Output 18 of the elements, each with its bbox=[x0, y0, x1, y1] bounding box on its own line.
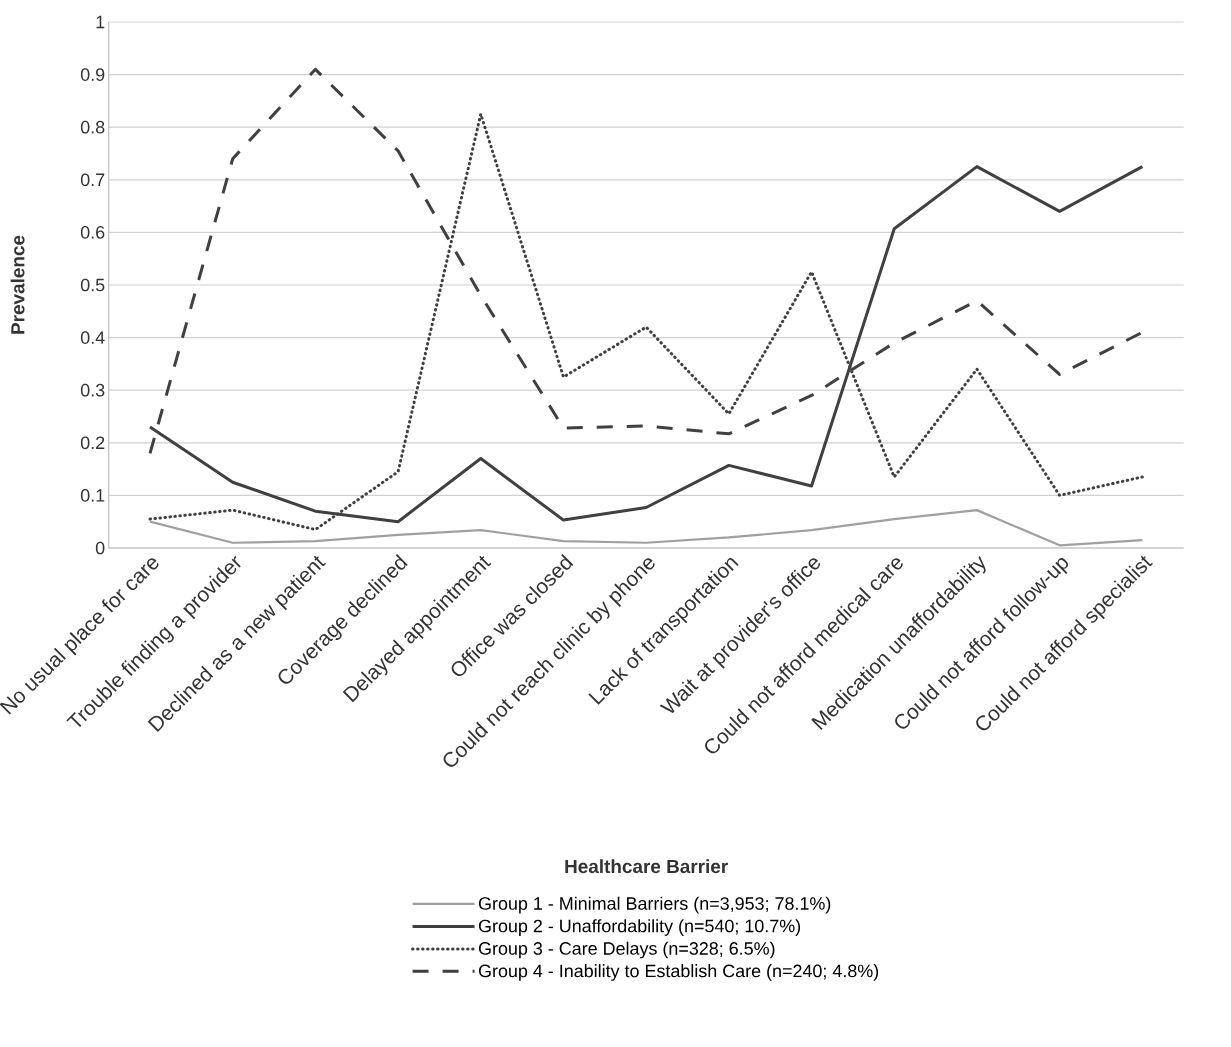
y-tick-label: 0.7 bbox=[80, 173, 105, 187]
legend-label: Group 3 - Care Delays (n=328; 6.5%) bbox=[478, 941, 775, 959]
y-tick-label: 0.5 bbox=[80, 278, 105, 292]
y-tick-label: 0.4 bbox=[80, 331, 105, 344]
y-axis-title: Prevalence bbox=[10, 235, 25, 334]
y-tick-label: 0 bbox=[95, 541, 105, 555]
x-axis-title: Healthcare Barrier bbox=[565, 859, 728, 874]
y-tick-label: 0.1 bbox=[80, 489, 105, 502]
y-tick-label: 1 bbox=[96, 15, 105, 29]
y-tick-label: 0.9 bbox=[80, 68, 105, 81]
legend-label: Group 1 - Minimal Barriers (n=3,953; 78.1%) bbox=[478, 896, 831, 914]
y-tick-label: 0.8 bbox=[80, 120, 105, 134]
legend-label: Group 2 - Unaffordability (n=540; 10.7%) bbox=[478, 919, 801, 936]
y-tick-label: 0.3 bbox=[80, 383, 105, 397]
y-tick-label: 0.6 bbox=[80, 226, 105, 239]
y-tick-label: 0.2 bbox=[80, 436, 105, 450]
line-series bbox=[148, 509, 1144, 547]
legend-label: Group 4 - Inability to Establish Care (n=240; 4.8%) bbox=[478, 964, 879, 981]
